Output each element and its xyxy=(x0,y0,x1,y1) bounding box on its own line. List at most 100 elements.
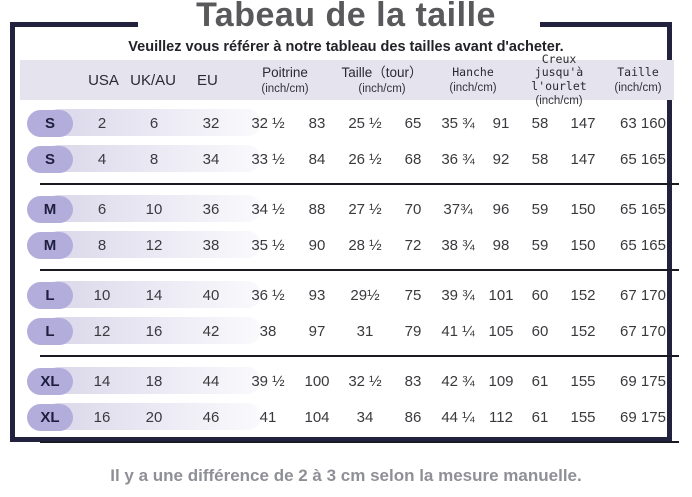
cell-uk-au: 12 xyxy=(145,236,163,254)
size-group: XL 14 18 44 39 ½ 100 32 ½ 83 42 ¾ 109 61 155 69 175 X… xyxy=(15,363,679,435)
cell-hanche-cm: 112 xyxy=(489,408,513,426)
cell-usa: 10 xyxy=(93,286,111,304)
cell-creux-inch: 60 xyxy=(531,286,549,304)
row-highlight-band xyxy=(45,195,261,222)
cell-hanche-inch: 38 ¾ xyxy=(441,236,475,254)
page-subtitle: Veuillez vous référer à notre tableau de… xyxy=(128,39,564,55)
column-header-hanche: Hanche (inch/cm) xyxy=(430,53,516,107)
cell-taille-tour-inch: 27 ½ xyxy=(348,200,382,218)
column-header-unit: (inch/cm) xyxy=(535,94,583,107)
cell-creux-inch: 58 xyxy=(531,150,549,168)
cell-creux-inch: 59 xyxy=(531,236,549,254)
column-header-unit: (inch/cm) xyxy=(449,81,497,94)
cell-hanche-cm: 98 xyxy=(492,236,510,254)
column-header-unit: (inch/cm) xyxy=(358,82,406,95)
cell-taille-tour-cm: 75 xyxy=(404,286,422,304)
row-highlight-band xyxy=(45,145,261,172)
column-header-label: Poitrine xyxy=(262,65,308,81)
row-highlight-band xyxy=(45,317,261,344)
size-badge: XL xyxy=(27,367,73,395)
title-border-gap xyxy=(138,18,540,32)
cell-taille-inch-cm: 67 170 xyxy=(620,322,666,340)
cell-taille-inch-cm: 63 160 xyxy=(620,114,666,132)
cell-usa: 6 xyxy=(97,200,107,218)
page-footer: Il y a une différence de 2 à 3 cm selon … xyxy=(110,466,582,485)
cell-uk-au: 6 xyxy=(149,114,159,132)
header-pairs: Poitrine (inch/cm) Taille（tour） (inch/cm) Ha… xyxy=(236,53,674,107)
table-row: L 12 16 42 38 97 31 79 41 ¼ 105 60 152 67 170 xyxy=(15,313,679,349)
cell-uk-au: 14 xyxy=(145,286,163,304)
cell-creux-cm: 155 xyxy=(570,408,596,426)
size-badge-cell: L xyxy=(15,281,77,309)
cell-taille-tour-cm: 72 xyxy=(404,236,422,254)
size-badge-cell: M xyxy=(15,195,77,223)
cell-hanche-inch: 35 ¾ xyxy=(441,114,475,132)
column-header-taille-tour: Taille（tour） (inch/cm) xyxy=(334,53,430,107)
cell-eu: 34 xyxy=(202,150,220,168)
cell-poitrine-inch: 36 ½ xyxy=(251,286,285,304)
table-row: XL 14 18 44 39 ½ 100 32 ½ 83 42 ¾ 109 61 155 69 175 xyxy=(15,363,679,399)
size-badge: S xyxy=(27,109,73,137)
cell-taille-tour-cm: 83 xyxy=(404,372,422,390)
column-header-taille: Taille (inch/cm) xyxy=(602,53,674,107)
cell-poitrine-inch: 39 ½ xyxy=(251,372,285,390)
cell-poitrine-cm: 84 xyxy=(308,150,326,168)
cell-creux-inch: 59 xyxy=(531,200,549,218)
cell-taille-inch-cm: 65 165 xyxy=(620,200,666,218)
group-divider xyxy=(40,355,679,357)
table-row: S 2 6 32 32 ½ 83 25 ½ 65 35 ¾ 91 58 147 63 160 xyxy=(15,105,679,141)
cell-hanche-cm: 91 xyxy=(492,114,510,132)
cell-hanche-inch: 41 ¼ xyxy=(441,322,475,340)
cell-hanche-cm: 92 xyxy=(492,150,510,168)
column-header-creux-ourlet: Creux jusqu'à l'ourlet (inch/cm) xyxy=(516,53,602,107)
cell-uk-au: 20 xyxy=(145,408,163,426)
cell-creux-inch: 58 xyxy=(531,114,549,132)
size-badge-cell: XL xyxy=(15,403,77,431)
cell-taille-tour-inch: 25 ½ xyxy=(348,114,382,132)
cell-eu: 40 xyxy=(202,286,220,304)
cell-creux-inch: 61 xyxy=(531,408,549,426)
row-highlight-band xyxy=(45,109,261,136)
cell-taille-inch-cm: 67 170 xyxy=(620,286,666,304)
cell-taille-tour-cm: 65 xyxy=(404,114,422,132)
cell-taille-tour-inch: 28 ½ xyxy=(348,236,382,254)
cell-taille-tour-cm: 68 xyxy=(404,150,422,168)
column-header-poitrine: Poitrine (inch/cm) xyxy=(236,53,334,107)
table-row: L 10 14 40 36 ½ 93 29½ 75 39 ¾ 101 60 152 67 170 xyxy=(15,277,679,313)
group-divider xyxy=(40,269,679,271)
column-header-label: Hanche xyxy=(452,65,494,80)
cell-poitrine-inch: 41 xyxy=(259,408,277,426)
cell-taille-inch-cm: 69 175 xyxy=(620,408,666,426)
cell-usa: 8 xyxy=(97,236,107,254)
cell-poitrine-cm: 88 xyxy=(308,200,326,218)
cell-creux-cm: 152 xyxy=(570,322,596,340)
cell-hanche-cm: 96 xyxy=(492,200,510,218)
cell-taille-tour-inch: 31 xyxy=(356,322,374,340)
cell-hanche-inch: 37¾ xyxy=(443,200,473,218)
column-header-label: Creux jusqu'à l'ourlet xyxy=(531,52,587,93)
cell-taille-inch-cm: 65 165 xyxy=(620,150,666,168)
cell-hanche-inch: 36 ¾ xyxy=(441,150,475,168)
size-badge-cell: XL xyxy=(15,367,77,395)
cell-poitrine-inch: 38 xyxy=(259,322,277,340)
cell-hanche-inch: 42 ¾ xyxy=(441,372,475,390)
page-title: Tabeau de la taille xyxy=(196,0,496,34)
row-highlight-band xyxy=(45,231,261,258)
row-highlight-band xyxy=(45,367,261,394)
group-divider xyxy=(40,183,679,185)
column-header-uk-au: UK/AU xyxy=(130,71,176,89)
size-badge: L xyxy=(27,281,73,309)
cell-poitrine-inch: 33 ½ xyxy=(251,150,285,168)
table-row: S 4 8 34 33 ½ 84 26 ½ 68 36 ¾ 92 58 147 65 165 xyxy=(15,141,679,177)
cell-poitrine-inch: 35 ½ xyxy=(251,236,285,254)
cell-eu: 36 xyxy=(202,200,220,218)
cell-creux-cm: 147 xyxy=(570,114,596,132)
cell-creux-cm: 155 xyxy=(570,372,596,390)
header-row: USA UK/AU EU Poitrine (inch/cm) Taille（tou… xyxy=(20,53,674,107)
cell-eu: 46 xyxy=(202,408,220,426)
cell-taille-tour-inch: 32 ½ xyxy=(348,372,382,390)
cell-poitrine-inch: 32 ½ xyxy=(251,114,285,132)
cell-poitrine-cm: 90 xyxy=(308,236,326,254)
size-badge: S xyxy=(27,145,73,173)
cell-creux-cm: 150 xyxy=(570,236,596,254)
